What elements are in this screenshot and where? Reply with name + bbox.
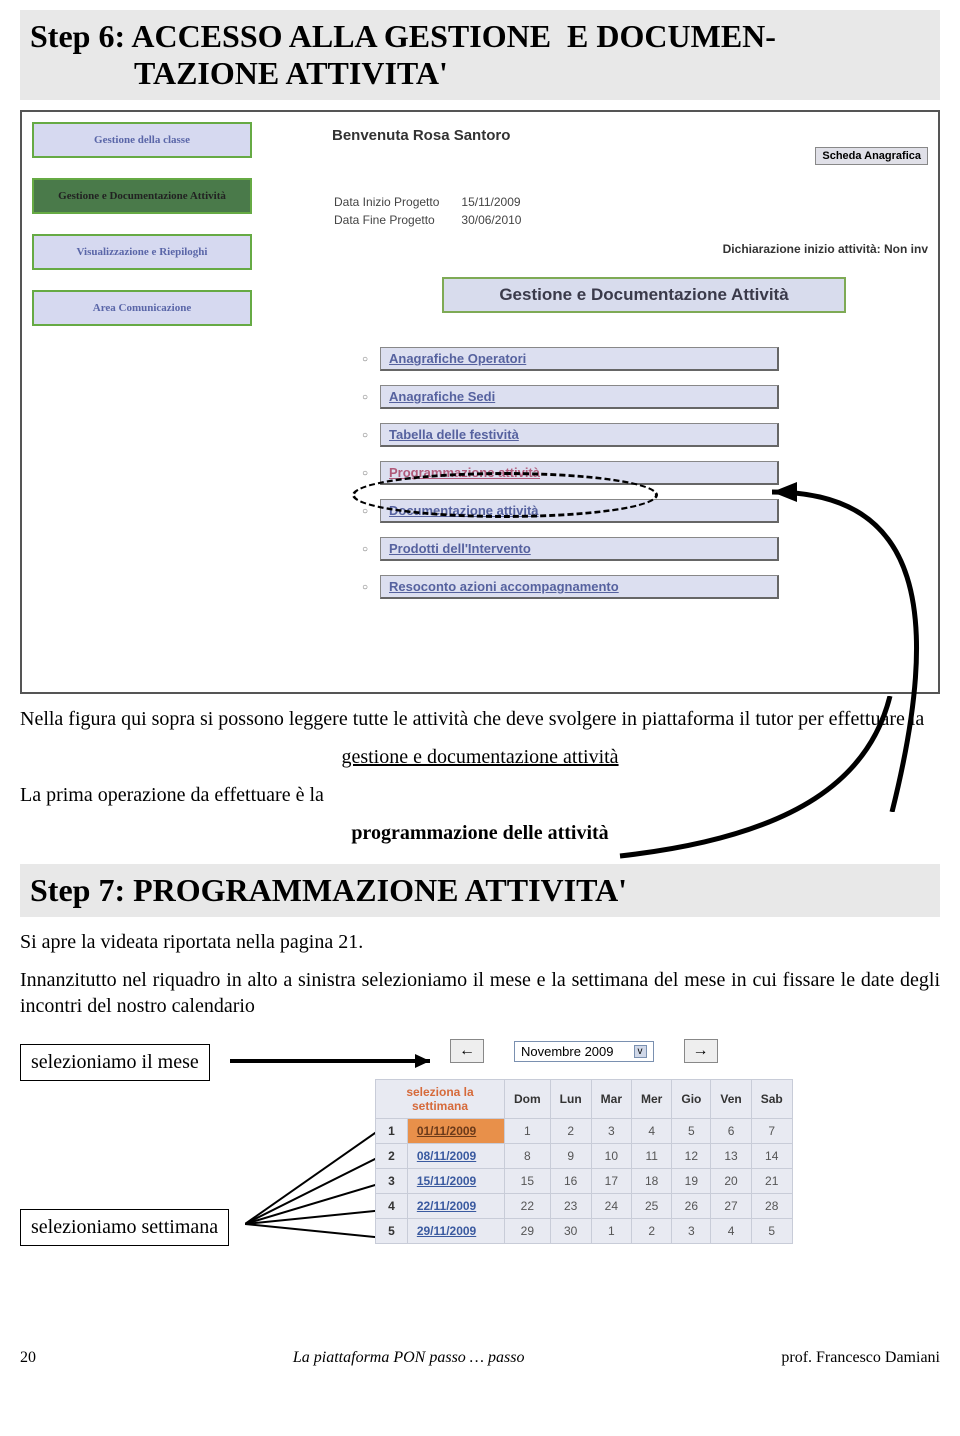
day-header: Gio <box>672 1080 711 1119</box>
link-anagrafiche-sedi[interactable]: Anagrafiche Sedi <box>380 385 779 409</box>
calendar-day: 7 <box>751 1119 792 1144</box>
week-date-link[interactable]: 08/11/2009 <box>407 1144 504 1169</box>
body-p1: Nella figura qui sopra si possono legger… <box>20 706 940 732</box>
calendar-day: 13 <box>711 1144 751 1169</box>
calendar-day: 23 <box>550 1194 591 1219</box>
calendar-day: 6 <box>711 1119 751 1144</box>
project-dates: Data Inizio Progetto15/11/2009Data Fine … <box>332 192 543 230</box>
calendar-day: 22 <box>505 1194 551 1219</box>
week-date-link[interactable]: 15/11/2009 <box>407 1169 504 1194</box>
sidebar-gestione-doc[interactable]: Gestione e Documentazione Attività <box>32 178 252 214</box>
calendar-day: 8 <box>505 1144 551 1169</box>
calendar-day: 17 <box>591 1169 631 1194</box>
calendar-day: 21 <box>751 1169 792 1194</box>
month-label: Novembre 2009 <box>521 1044 614 1059</box>
calendar-day: 29 <box>505 1219 551 1244</box>
calendar-day: 3 <box>591 1119 631 1144</box>
calendar-day: 18 <box>632 1169 672 1194</box>
body-p4: programmazione delle attività <box>20 820 940 846</box>
calendar-day: 9 <box>550 1144 591 1169</box>
day-header: Mer <box>632 1080 672 1119</box>
sidebar-area-comunicazione[interactable]: Area Comunicazione <box>32 290 252 326</box>
link-documentazione-attivita[interactable]: Documentazione attività <box>380 499 779 523</box>
day-header: Mar <box>591 1080 631 1119</box>
calendar-day: 25 <box>632 1194 672 1219</box>
step7-p1: Si apre la videata riportata nella pagin… <box>20 929 940 955</box>
day-header: Ven <box>711 1080 751 1119</box>
step6-heading: Step 6: ACCESSO ALLA GESTIONE E DOCUMEN-… <box>20 10 940 100</box>
body-p3: La prima operazione da effettuare è la <box>20 782 940 808</box>
callout-week: selezioniamo settimana <box>20 1209 229 1246</box>
link-anagrafiche-operatori[interactable]: Anagrafiche Operatori <box>380 347 779 371</box>
calendar-day: 16 <box>550 1169 591 1194</box>
footer: 20 La piattaforma PON passo … passo prof… <box>20 1349 940 1367</box>
calendar-day: 5 <box>751 1219 792 1244</box>
footer-title: La piattaforma PON passo … passo <box>293 1349 525 1367</box>
dropdown-icon: v <box>634 1045 647 1058</box>
week-date-link[interactable]: 29/11/2009 <box>407 1219 504 1244</box>
calendar-day: 5 <box>672 1119 711 1144</box>
calendar-day: 4 <box>711 1219 751 1244</box>
calendar-day: 19 <box>672 1169 711 1194</box>
calendar-table: seleziona lasettimanaDomLunMarMerGioVenS… <box>375 1079 793 1244</box>
scheda-anagrafica-button[interactable]: Scheda Anagrafica <box>815 147 928 165</box>
sidebar-visualizzazione[interactable]: Visualizzazione e Riepiloghi <box>32 234 252 270</box>
week-number: 3 <box>376 1169 408 1194</box>
arrow-month <box>230 1049 450 1079</box>
section-title: Gestione e Documentazione Attività <box>442 277 846 313</box>
callout-month: selezioniamo il mese <box>20 1044 210 1081</box>
calendar-day: 28 <box>751 1194 792 1219</box>
calendar-day: 20 <box>711 1169 751 1194</box>
link-programmazione-attivita[interactable]: Programmazione attività <box>380 461 779 485</box>
link-resoconto-azioni[interactable]: Resoconto azioni accompagnamento <box>380 575 779 599</box>
week-number: 2 <box>376 1144 408 1169</box>
screenshot-step6: Gestione della classe Gestione e Document… <box>20 110 940 694</box>
calendar-day: 15 <box>505 1169 551 1194</box>
calendar-day: 14 <box>751 1144 792 1169</box>
dichiarazione-text: Dichiarazione inizio attività: Non inv <box>723 242 928 256</box>
week-date-link[interactable]: 22/11/2009 <box>407 1194 504 1219</box>
day-header: Lun <box>550 1080 591 1119</box>
link-tabella-festivita[interactable]: Tabella delle festività <box>380 423 779 447</box>
calendar-select-header: seleziona lasettimana <box>376 1080 505 1119</box>
calendar-day: 4 <box>632 1119 672 1144</box>
page-number: 20 <box>20 1349 36 1367</box>
calendar-day: 24 <box>591 1194 631 1219</box>
day-header: Sab <box>751 1080 792 1119</box>
calendar-day: 26 <box>672 1194 711 1219</box>
calendar-day: 30 <box>550 1219 591 1244</box>
calendar-day: 27 <box>711 1194 751 1219</box>
calendar-day: 2 <box>550 1119 591 1144</box>
link-prodotti-intervento[interactable]: Prodotti dell'Intervento <box>380 537 779 561</box>
week-number: 1 <box>376 1119 408 1144</box>
calendar-day: 1 <box>505 1119 551 1144</box>
sidebar-gestione-classe[interactable]: Gestione della classe <box>32 122 252 158</box>
next-month-button[interactable]: → <box>684 1039 718 1063</box>
calendar-day: 10 <box>591 1144 631 1169</box>
calendar-day: 3 <box>672 1219 711 1244</box>
welcome-text: Benvenuta Rosa Santoro <box>332 127 510 144</box>
calendar-day: 1 <box>591 1219 631 1244</box>
week-date-link[interactable]: 01/11/2009 <box>407 1119 504 1144</box>
calendar-day: 2 <box>632 1219 672 1244</box>
week-number: 4 <box>376 1194 408 1219</box>
week-number: 5 <box>376 1219 408 1244</box>
month-select[interactable]: Novembre 2009 v <box>514 1041 654 1062</box>
step7-p2: Innanzitutto nel riquadro in alto a sini… <box>20 967 940 1019</box>
calendar-day: 11 <box>632 1144 672 1169</box>
month-nav: ← Novembre 2009 v → <box>450 1039 718 1063</box>
step7-heading: Step 7: PROGRAMMAZIONE ATTIVITA' <box>20 864 940 917</box>
footer-author: prof. Francesco Damiani <box>781 1349 940 1367</box>
calendar-day: 12 <box>672 1144 711 1169</box>
body-p2: gestione e documentazione attività <box>20 744 940 770</box>
day-header: Dom <box>505 1080 551 1119</box>
prev-month-button[interactable]: ← <box>450 1039 484 1063</box>
